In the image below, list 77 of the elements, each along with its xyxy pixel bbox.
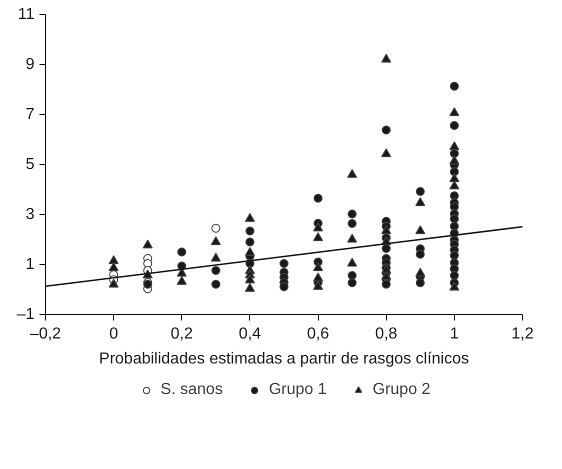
legend-label: Grupo 1 (268, 381, 327, 399)
point (347, 169, 358, 178)
point (177, 248, 186, 256)
point (449, 107, 460, 116)
point (210, 252, 221, 262)
point (382, 244, 391, 253)
x-tick-label: 0,4 (238, 326, 262, 342)
point (449, 180, 460, 190)
point (449, 156, 460, 164)
point (450, 271, 459, 280)
point (347, 258, 358, 267)
x-tick-label: 1,2 (511, 326, 534, 342)
x-axis-title: Probabilidades estimadas a partir de rasgos clínicos (99, 350, 469, 368)
point (244, 283, 255, 292)
point (381, 54, 392, 63)
point (348, 278, 357, 288)
y-tick-label: 1 (26, 256, 35, 273)
point (382, 280, 391, 289)
point (108, 278, 119, 288)
point (245, 226, 254, 236)
point (211, 266, 220, 275)
point (381, 271, 392, 280)
x-tick-label: 0,8 (375, 326, 398, 342)
y-tick-label: 7 (26, 106, 35, 123)
point (415, 197, 426, 206)
point (211, 224, 220, 233)
point (416, 278, 425, 288)
point (280, 259, 288, 268)
point (449, 282, 460, 291)
point (176, 268, 187, 277)
point (313, 281, 324, 290)
point (313, 232, 324, 242)
point (211, 280, 220, 289)
x-tick-label: 1 (450, 326, 459, 342)
point (449, 173, 460, 182)
y-tick-label: 5 (26, 156, 35, 173)
point (313, 272, 324, 282)
point (348, 219, 357, 228)
point (244, 213, 255, 222)
point (348, 210, 357, 218)
legend-label: S. sanos (160, 381, 223, 399)
point (313, 222, 324, 232)
x-tick-label: 0 (109, 326, 118, 342)
point (108, 262, 119, 272)
point (280, 282, 288, 292)
point (382, 126, 391, 134)
x-tick-label: –0,2 (30, 326, 62, 342)
y-tick-label: 9 (26, 56, 35, 73)
y-tick-label: 3 (26, 206, 35, 223)
point (244, 247, 255, 256)
point (415, 225, 426, 234)
point (142, 240, 153, 248)
point (348, 271, 357, 280)
point (450, 167, 459, 176)
point (347, 234, 358, 243)
point (313, 262, 324, 272)
point (245, 238, 254, 246)
point (381, 148, 392, 158)
y-tick-label: 11 (18, 6, 35, 23)
point (450, 214, 459, 224)
point (314, 194, 323, 203)
point (415, 268, 426, 277)
y-tick-label: –1 (16, 306, 35, 323)
point (450, 82, 459, 91)
point (210, 236, 221, 246)
x-tick-label: 0,6 (306, 326, 330, 342)
point (176, 276, 187, 285)
legend-label: Grupo 2 (372, 381, 430, 399)
point (449, 141, 460, 150)
point (450, 251, 459, 260)
point (244, 274, 255, 284)
point (416, 250, 425, 259)
point (416, 187, 425, 196)
point (450, 121, 459, 130)
point (108, 255, 119, 264)
x-tick-label: 0,2 (170, 326, 194, 342)
point (381, 225, 392, 234)
